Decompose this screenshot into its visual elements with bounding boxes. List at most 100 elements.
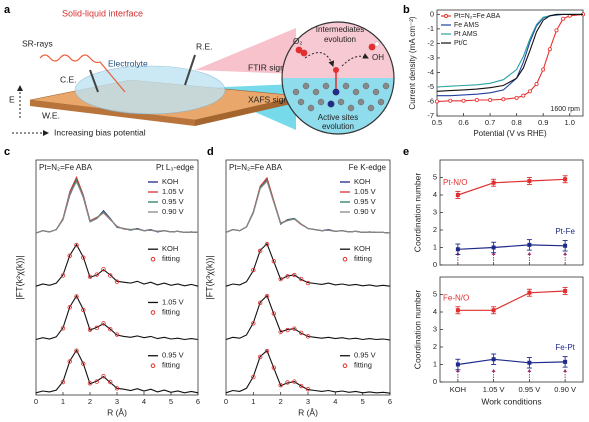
legend-label: KOH (354, 244, 370, 253)
data-point (434, 99, 439, 104)
y-tick-label: 4 (433, 307, 437, 316)
y-axis-label: Coordination number (412, 173, 422, 253)
fit-point (101, 373, 106, 379)
fit-point (305, 280, 311, 286)
label: SR-rays (22, 38, 53, 48)
panel-a: a Solid-liquid interface SR-rays Electro… (4, 4, 395, 137)
fit-point (285, 380, 290, 385)
fit-point (271, 365, 277, 370)
fit-point (67, 305, 72, 310)
fit-point (108, 273, 113, 278)
fit-point (257, 354, 263, 360)
label: OH (372, 53, 384, 62)
y-tick-label: 1 (433, 242, 437, 251)
fit-point (271, 258, 277, 264)
y-axis-label: |FT(k²χ(k))| (14, 255, 24, 299)
data-point (455, 362, 460, 367)
data-point (527, 179, 532, 183)
legend-label: Pt AMS (454, 31, 478, 38)
y-tick-label: 5 (433, 289, 437, 298)
legend-marker (150, 363, 156, 369)
label: R.E. (196, 41, 213, 51)
fit-point (94, 379, 99, 384)
fit-point (278, 276, 283, 282)
legend-label: 0.90 V (354, 207, 376, 216)
fit-point (257, 300, 263, 305)
arrow-head (491, 369, 496, 372)
data-point (501, 97, 506, 102)
data-line (225, 242, 391, 287)
fit-point (251, 321, 256, 326)
panel-label: c (4, 146, 10, 158)
data-point (541, 67, 546, 72)
legend-label: 0.95 V (354, 351, 376, 360)
legend-label: KOH (162, 177, 178, 186)
arrow-head (527, 252, 532, 255)
legend-marker (150, 310, 156, 315)
x-tick-label: 5 (169, 397, 173, 406)
panel-label: a (4, 4, 11, 16)
y-tick-label: 4 (433, 190, 437, 199)
fit-point (292, 272, 297, 278)
data-point (514, 95, 519, 100)
fit-point (108, 379, 113, 385)
legend-marker (342, 256, 348, 262)
legend-label: 0.95 V (162, 197, 184, 206)
legend-label: fitting (162, 254, 180, 263)
data-point (554, 28, 559, 33)
fit-point (251, 267, 256, 273)
data-line (436, 13, 584, 103)
data-line (35, 294, 199, 341)
data-point (563, 359, 568, 364)
label: evolution (324, 35, 356, 44)
fit-point (114, 386, 120, 391)
ftir-beam (195, 28, 296, 74)
y-axis-label: Coordination number (412, 290, 422, 370)
legend-label: fitting (354, 254, 372, 263)
fit-point (257, 248, 263, 254)
fit-point (114, 332, 120, 337)
y-tick-label: 2 (433, 225, 437, 234)
plot-frame (436, 9, 584, 117)
fit-point (305, 334, 311, 339)
data-point (448, 98, 453, 103)
legend-marker (342, 363, 348, 369)
data-point (547, 47, 552, 52)
series-label: Pt-Fe (555, 227, 575, 236)
y-axis-label: |FT(k³χ(k))| (204, 255, 214, 299)
data-point (491, 180, 496, 185)
o2-atom (295, 46, 303, 54)
y-tick-label: -6 (427, 96, 434, 105)
x-tick-label: 0.9 (538, 118, 548, 127)
legend-label: 1.05 V (162, 297, 184, 306)
fit-point (278, 329, 283, 335)
data-point (455, 308, 460, 313)
fit-point (292, 326, 297, 331)
fit-point (285, 327, 290, 333)
x-tick-label: 0.5 (432, 118, 442, 127)
y-tick-label: -7 (427, 111, 434, 120)
series-label: Pt-N/O (443, 178, 467, 187)
electrode-side (195, 96, 300, 126)
electrode-front (30, 100, 195, 126)
edge-label: Pt L₃-edge (156, 163, 195, 172)
panel-label: d (207, 146, 214, 158)
atoms (292, 82, 390, 112)
label: O₂ (293, 37, 302, 46)
legend-label: Pt=N₂=Fe ABA (454, 13, 501, 20)
x-tick-label: 2 (88, 397, 92, 406)
legend-label: 0.95 V (162, 351, 184, 360)
legend-marker (443, 13, 449, 19)
data-point (561, 16, 566, 21)
x-axis-label: Potential (V vs RHE) (473, 129, 547, 138)
legend-label: fitting (162, 307, 180, 316)
fit-point (74, 242, 79, 248)
fit-point (81, 255, 86, 260)
fit-point (60, 379, 66, 385)
data-point (563, 177, 568, 182)
legend-label: 1.05 V (162, 187, 184, 196)
y-tick-label: -1 (427, 24, 434, 33)
fit-point (292, 379, 297, 384)
arrow-head (527, 369, 532, 372)
arrow-head (455, 369, 460, 372)
